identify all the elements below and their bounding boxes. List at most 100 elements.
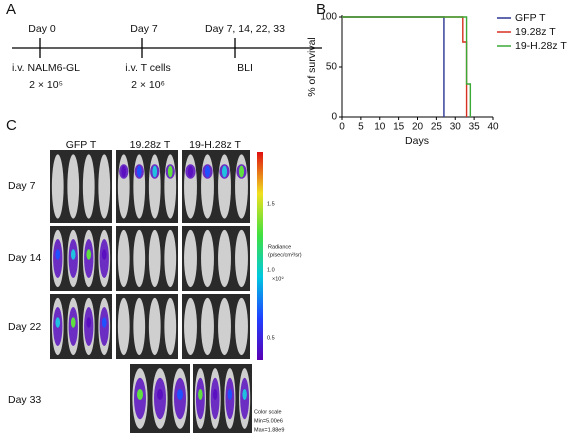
event-label: i.v. T cells [125, 62, 171, 74]
mouse [67, 154, 80, 219]
signal [157, 388, 163, 401]
x-tick-label: 30 [450, 122, 462, 133]
mouse [51, 154, 64, 219]
dose-label: 2 × 10⁶ [131, 79, 165, 91]
x-axis-label: Days [405, 135, 429, 147]
signal [227, 388, 233, 401]
x-tick-label: 20 [412, 122, 424, 133]
mouse [148, 297, 161, 356]
mouse [164, 229, 177, 288]
mouse [133, 229, 146, 288]
colorbar-note: Color scale [254, 409, 282, 415]
mouse [235, 229, 248, 288]
signal [167, 165, 173, 178]
mouse [218, 297, 231, 356]
colorbar-title: (p/sec/cm²/sr) [268, 252, 302, 258]
signal [187, 165, 194, 178]
y-tick-label: 100 [320, 12, 337, 23]
colorbar-tick: 1.0 [267, 267, 275, 273]
survival-line [342, 16, 445, 117]
x-tick-label: 40 [487, 122, 499, 133]
legend-label: GFP T [515, 12, 546, 24]
row-label: Day 22 [8, 321, 41, 333]
panel-label: B [316, 1, 326, 18]
colorbar-note: Max=1.88e9 [254, 427, 284, 433]
signal [70, 317, 76, 328]
row-label: Day 7 [8, 180, 36, 192]
signal [137, 388, 143, 401]
x-tick-label: 0 [339, 122, 345, 133]
colorbar-title: Radiance [268, 244, 291, 250]
x-tick-label: 35 [469, 122, 481, 133]
mouse [201, 297, 214, 356]
signal [121, 165, 127, 178]
day-label: Day 7 [130, 23, 158, 35]
signal [198, 388, 203, 401]
signal [242, 388, 247, 401]
colorbar-unit: ×10⁹ [272, 275, 284, 282]
signal [86, 317, 92, 328]
mouse [201, 229, 214, 288]
mouse [184, 297, 197, 356]
column-header: 19-H.28z T [189, 139, 241, 151]
column-header: 19.28z T [130, 139, 171, 151]
survival-line [342, 16, 472, 117]
signal [55, 249, 61, 260]
mouse [235, 297, 248, 356]
signal [70, 249, 76, 260]
mouse [184, 229, 197, 288]
signal [177, 388, 183, 401]
panel-label: C [6, 117, 17, 134]
mouse [148, 229, 161, 288]
mouse [218, 154, 231, 219]
mouse [117, 297, 130, 356]
x-tick-label: 10 [374, 122, 386, 133]
colorbar-note: Min=5.00e6 [254, 418, 283, 424]
mouse [164, 297, 177, 356]
x-tick-label: 15 [393, 122, 405, 133]
signal [212, 388, 218, 401]
mouse [82, 154, 95, 219]
day-label: Day 7, 14, 22, 33 [205, 23, 285, 35]
mouse [201, 154, 214, 219]
panel-label: A [6, 1, 16, 18]
y-tick-label: 50 [326, 62, 338, 73]
signal [101, 249, 107, 260]
day-label: Day 0 [28, 23, 56, 35]
mouse [133, 154, 146, 219]
mouse [98, 154, 111, 219]
colorbar-tick: 0.5 [267, 335, 275, 341]
mouse [133, 297, 146, 356]
x-tick-label: 25 [431, 122, 443, 133]
signal [55, 317, 61, 328]
row-label: Day 33 [8, 394, 41, 406]
y-axis-label: % of survival [306, 37, 318, 97]
mouse [184, 154, 197, 219]
mouse [117, 154, 130, 219]
colorbar [257, 152, 263, 360]
dose-label: 2 × 10⁵ [29, 79, 63, 91]
column-header: GFP T [66, 139, 97, 151]
signal [238, 165, 245, 178]
legend-label: 19.28z T [515, 26, 556, 38]
survival-line [342, 16, 468, 117]
signal [221, 165, 228, 178]
signal [86, 249, 92, 260]
event-label: i.v. NALM6-GL [12, 62, 80, 74]
signal [136, 165, 142, 178]
legend-label: 19-H.28z T [515, 40, 567, 52]
signal [101, 317, 107, 328]
colorbar-tick: 1.5 [267, 201, 275, 207]
mouse [164, 154, 177, 219]
signal [152, 165, 158, 178]
y-tick-label: 0 [331, 112, 337, 123]
event-label: BLI [237, 62, 253, 74]
row-label: Day 14 [8, 252, 41, 264]
mouse [235, 154, 248, 219]
mouse [148, 154, 161, 219]
mouse [117, 229, 130, 288]
signal [204, 165, 211, 178]
x-tick-label: 5 [358, 122, 364, 133]
mouse [218, 229, 231, 288]
